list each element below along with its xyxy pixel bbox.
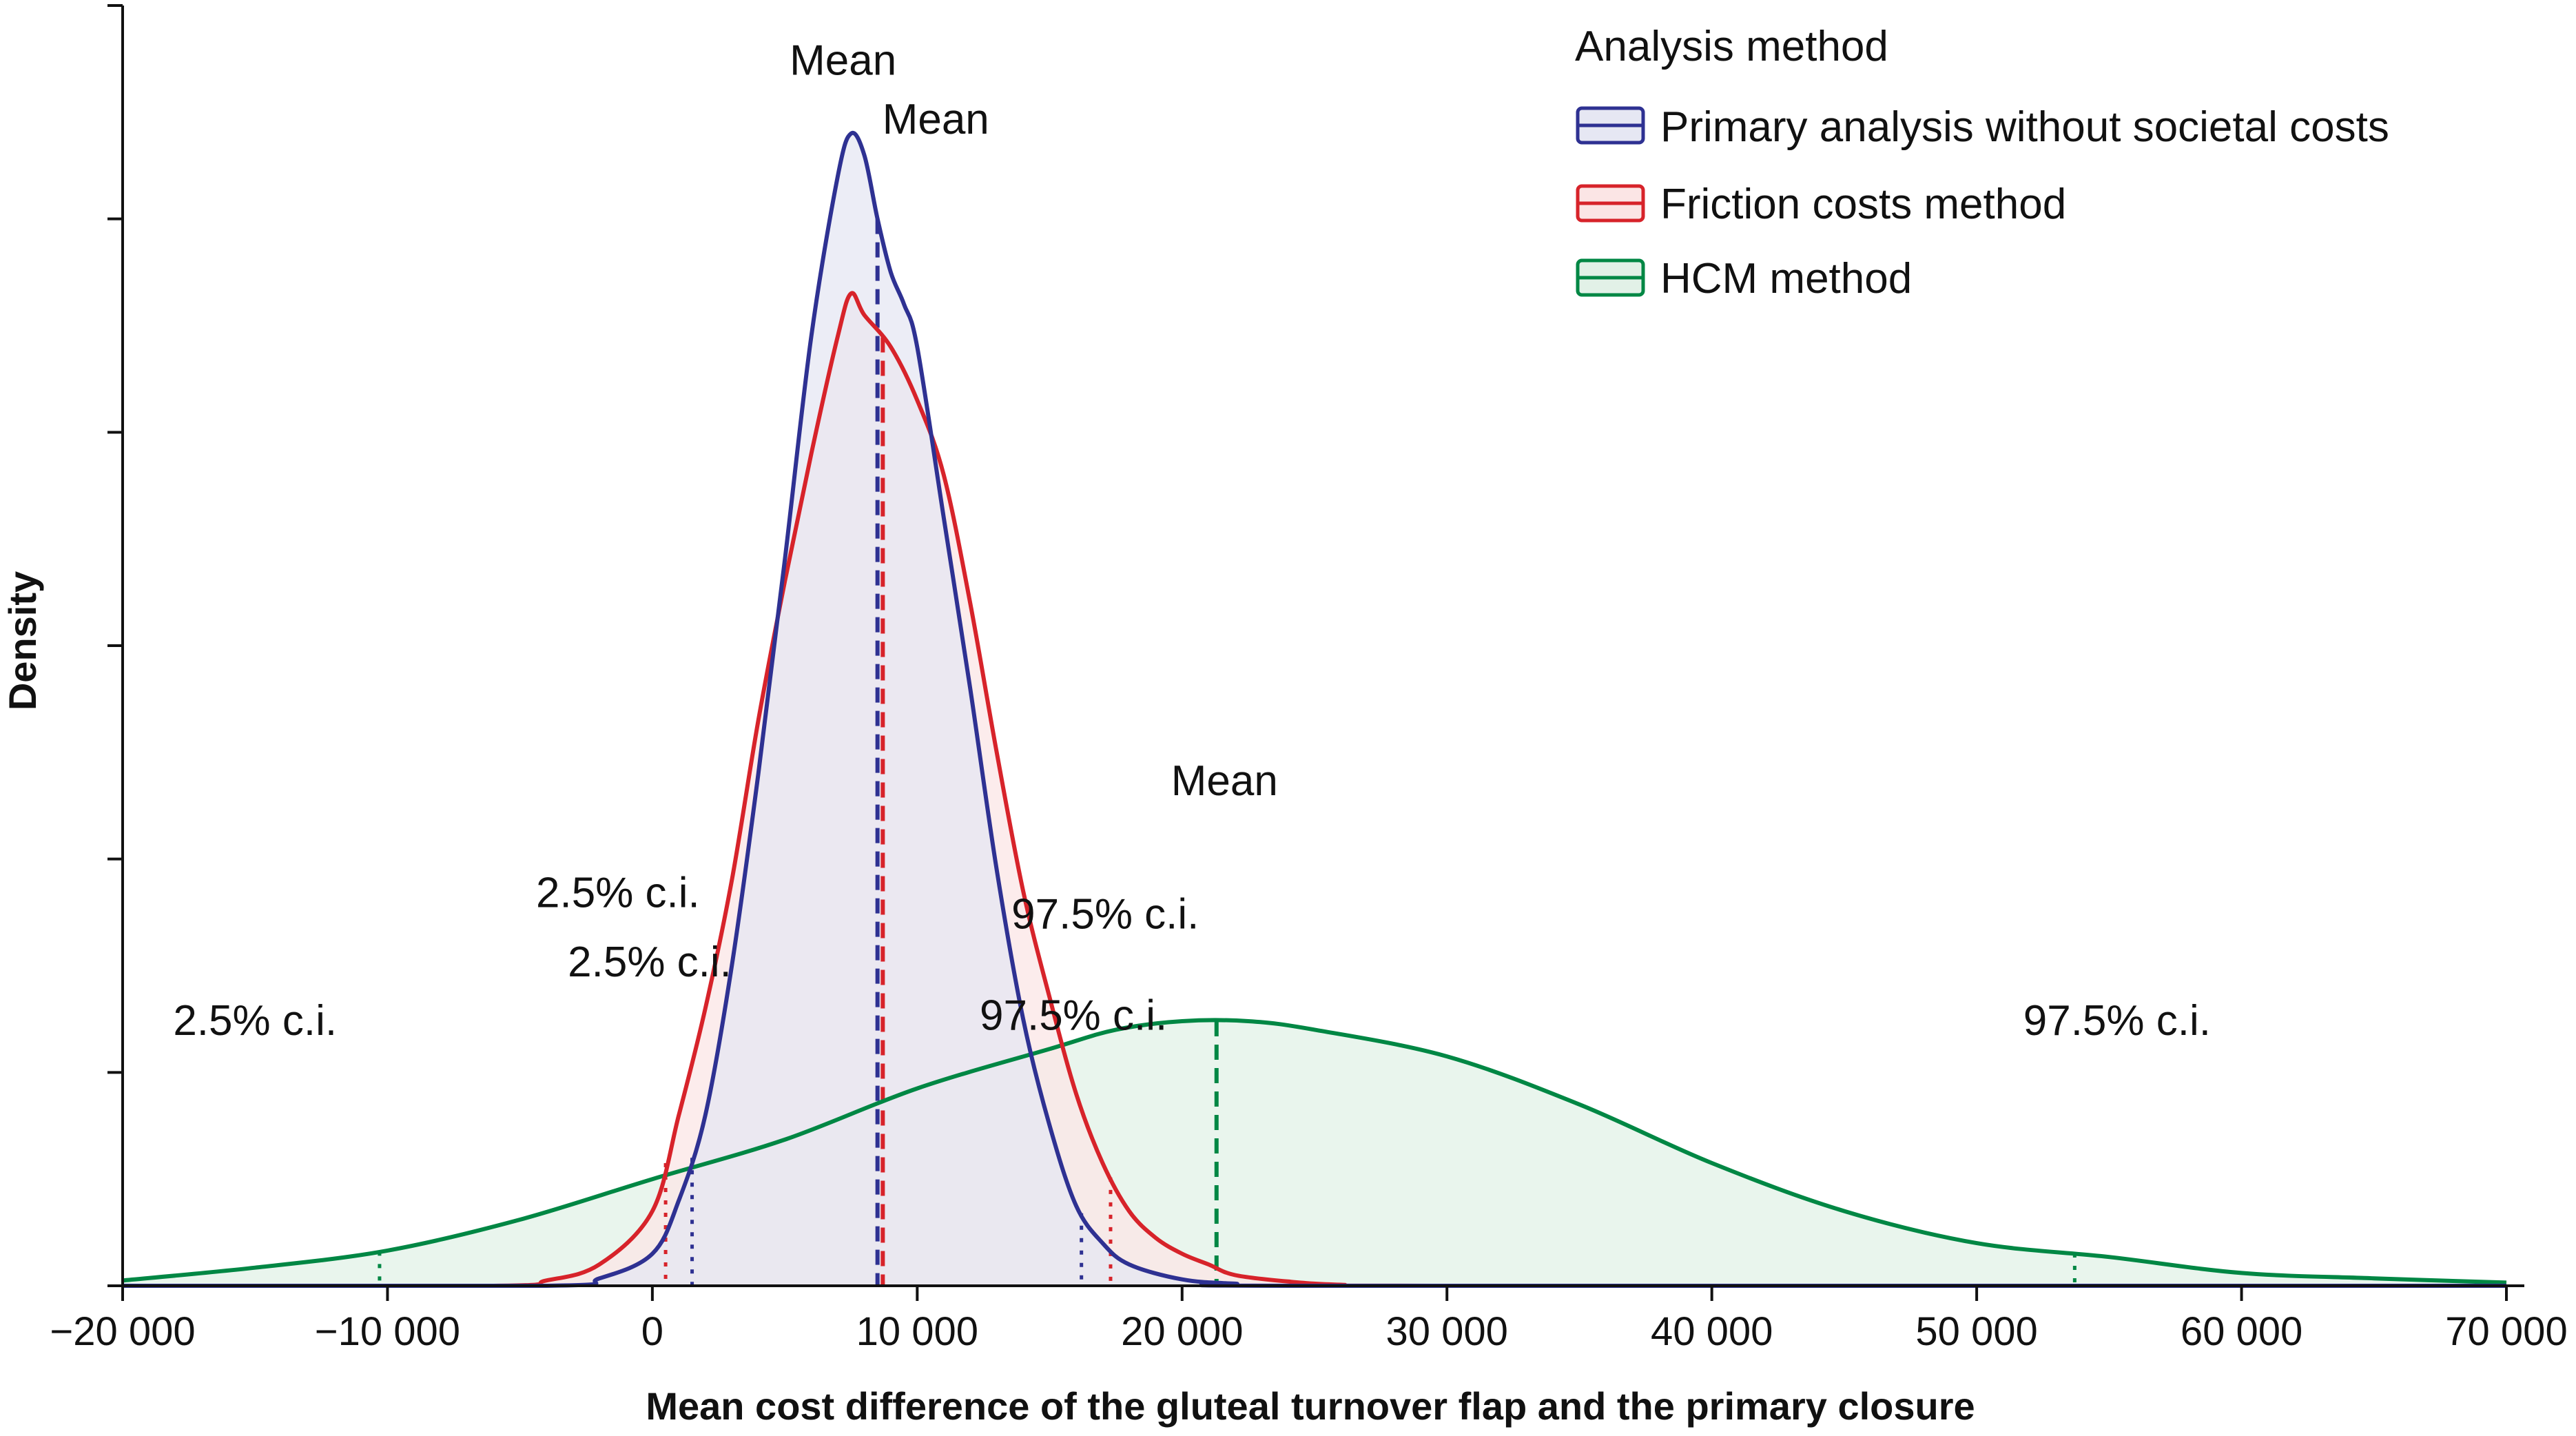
- series-fill-hcm: [123, 1020, 2506, 1286]
- legend-item-primary: Primary analysis without societal costs: [1576, 103, 2389, 151]
- series-line-primary: [123, 130, 2506, 1289]
- annotation-label: 2.5% c.i.: [173, 997, 337, 1045]
- fills-group: [123, 132, 2506, 1286]
- legend-title: Analysis method: [1575, 23, 1888, 70]
- annotation-layer: Mean Mean Mean 2.5% c.i. 2.5% c.i. 2.5% c.i. 9…: [173, 37, 2211, 1045]
- x-tick-label: 10 000: [856, 1309, 978, 1354]
- annotation-label: 97.5% c.i.: [1011, 890, 1199, 938]
- legend-item-friction: Friction costs method: [1576, 181, 2066, 228]
- x-tick-label: 60 000: [2181, 1309, 2302, 1354]
- x-tick-label: 30 000: [1386, 1309, 1508, 1354]
- annotation-label: 97.5% c.i.: [980, 992, 1167, 1039]
- annotation-label: 97.5% c.i.: [2023, 997, 2211, 1045]
- annotation-label: Mean: [790, 37, 896, 85]
- legend-item-hcm: HCM method: [1576, 255, 1912, 302]
- x-tick-label: 50 000: [1915, 1309, 2037, 1354]
- x-tick-label: 40 000: [1651, 1309, 1773, 1354]
- series-line-friction: [123, 291, 2506, 1289]
- legend: Analysis method Primary analysis without…: [1575, 23, 2389, 302]
- annotation-label: 2.5% c.i.: [568, 938, 732, 986]
- legend-label-hcm: HCM method: [1660, 255, 1912, 302]
- reference-lines: [378, 218, 2077, 1286]
- x-tick-label: 0: [641, 1309, 663, 1354]
- axes-layer: −20 000 −10 000 0 10 000 20 000 30 000 40 000 5…: [50, 4, 2568, 1354]
- series-layer: [122, 130, 2507, 1289]
- legend-label-primary: Primary analysis without societal costs: [1660, 103, 2389, 151]
- y-axis-title: Density: [1, 571, 44, 710]
- curves-group: [122, 130, 2507, 1289]
- annotation-label: Mean: [883, 96, 989, 143]
- annotation-label: Mean: [1171, 757, 1278, 805]
- series-line-hcm: [122, 1018, 2507, 1285]
- x-axis-title: Mean cost difference of the gluteal turn…: [646, 1384, 1975, 1428]
- x-tick-label: −20 000: [50, 1309, 195, 1354]
- x-tick-label: 20 000: [1121, 1309, 1243, 1354]
- x-tick-label: 70 000: [2445, 1309, 2567, 1354]
- annotation-label: 2.5% c.i.: [536, 869, 700, 916]
- x-tick-label: −10 000: [315, 1309, 460, 1354]
- legend-label-friction: Friction costs method: [1660, 181, 2066, 228]
